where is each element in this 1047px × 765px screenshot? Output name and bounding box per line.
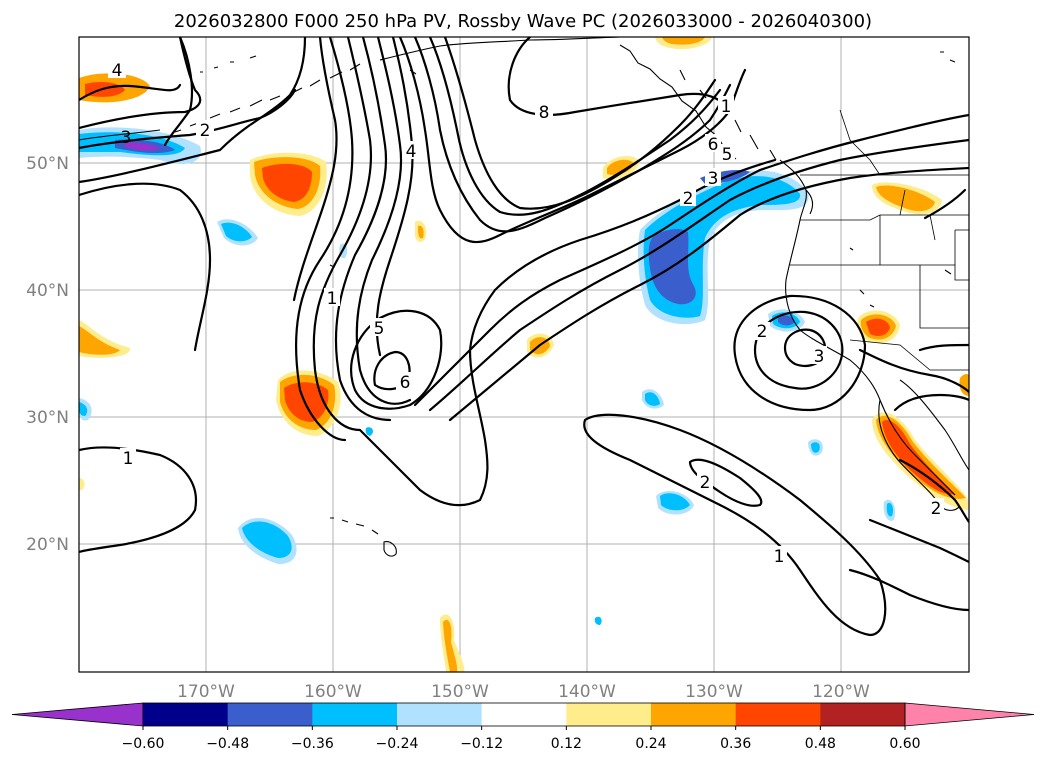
colorbar-tick-label: 0.12 [551,736,582,752]
colorbar-extend-low [11,702,144,727]
political-borders [790,109,969,371]
lat-label: 20°N [26,535,69,555]
contour-labels: 4 2 3 4 1 5 6 8 1 6 5 [108,60,944,567]
colorbar-tick-label: −0.24 [376,736,419,752]
contour-label: 3 [121,128,132,148]
lon-label: 140°W [558,682,616,702]
colorbar-tick-label: −0.60 [122,736,165,752]
lon-label: 170°W [177,682,235,702]
lat-label: 50°N [26,154,69,174]
colorbar-segment [397,703,483,726]
colorbar-tick-label: 0.60 [889,736,920,752]
contour-label: 5 [374,319,385,339]
colorbar-segment [735,703,821,726]
colorbar-tick-label: −0.36 [291,736,334,752]
lon-label: 120°W [812,682,870,702]
contour-label: 2 [200,121,211,141]
colorbar-tick-label: −0.12 [460,736,503,752]
lon-labels: 170°W 160°W 150°W 140°W 130°W 120°W [177,682,870,702]
contour-label: 4 [406,142,417,162]
contour-label: 3 [708,169,719,189]
contour-label: 6 [400,373,411,393]
map-panel: 4 2 3 4 1 5 6 8 1 6 5 [78,36,970,673]
lat-label: 40°N [26,281,69,301]
contour-label: 4 [112,61,123,81]
colorbar-tick-label: 0.24 [635,736,666,752]
colorbar-segment [227,703,313,726]
contour-label: 2 [683,189,694,209]
contour-label: 6 [708,135,719,155]
pv-contours [79,37,969,637]
contour-label: 8 [539,103,550,123]
lat-labels: 50°N 40°N 30°N 20°N [26,154,69,555]
colorbar-segment [820,703,906,726]
contour-label: 3 [814,347,825,367]
map-frame [78,36,970,673]
contour-label: 5 [722,145,733,165]
figure-title: 2026032800 F000 250 hPa PV, Rossby Wave … [174,11,872,32]
contour-label: 1 [123,449,134,469]
pc-anomaly-shading [79,37,969,672]
colorbar-extend-high [904,702,1035,727]
contour-label: 1 [774,547,785,567]
contour-label: 2 [757,322,768,342]
contour-label: 1 [327,289,338,309]
colorbar-segment [481,703,567,726]
contour-label: 2 [700,473,711,493]
colorbar-segment [312,703,398,726]
colorbar-frame [142,702,906,727]
lon-label: 130°W [685,682,743,702]
contour-label: 2 [931,499,942,519]
contour-label: 1 [721,97,732,117]
colorbar-tick-label: 0.36 [720,736,751,752]
lon-label: 150°W [431,682,489,702]
lon-label: 160°W [304,682,362,702]
colorbar-segment [651,703,737,726]
lat-label: 30°N [26,408,69,428]
colorbar-tick-label: −0.48 [206,736,249,752]
colorbar-tick-label: 0.48 [805,736,836,752]
colorbar: −0.60 −0.48 −0.36 −0.24 −0.12 0.12 0.24 0.36 0.4… [11,702,1035,752]
colorbar-segment [143,703,229,726]
colorbar-segment [566,703,652,726]
